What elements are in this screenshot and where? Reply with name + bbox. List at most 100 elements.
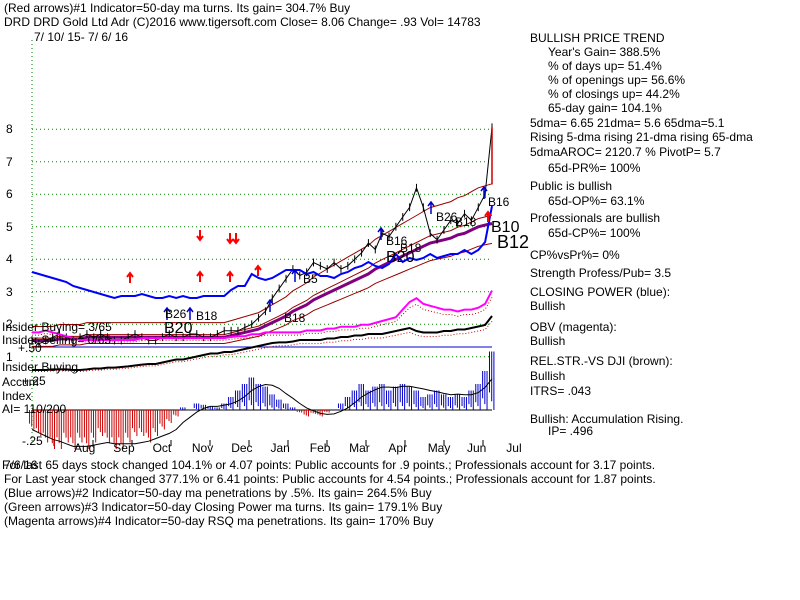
- accum-bar: [351, 390, 353, 405]
- accum-bar: [237, 390, 239, 408]
- blue-arrow: [291, 268, 299, 282]
- accum-bar: [424, 397, 426, 410]
- accum-bar: [399, 384, 401, 403]
- accum-bar: [131, 410, 133, 429]
- accum-bar: [440, 394, 442, 406]
- month-label: Nov: [191, 441, 214, 455]
- accum-bar: [122, 410, 124, 449]
- accum-bar: [468, 390, 470, 405]
- stats-line: IP= .496: [548, 424, 594, 438]
- accum-bar: [271, 394, 273, 408]
- accum-bar: [381, 384, 383, 407]
- accum-bar: [479, 384, 481, 410]
- stats-line: Bullish: [530, 299, 566, 313]
- accum-bar: [63, 410, 65, 433]
- accum-bar: [326, 410, 328, 413]
- accum-bar: [168, 410, 170, 422]
- month-label: Jan: [270, 441, 290, 455]
- stats-line: % of closings up= 44.2%: [548, 87, 680, 101]
- rel-str-ma-line: [32, 320, 493, 372]
- accum-bar: [42, 410, 44, 433]
- footer-65day: For last 65 days stock changed 104.1% or…: [2, 458, 656, 472]
- stats-line: 5dma= 6.65 21dma= 5.6 65dma=5.1: [530, 116, 725, 130]
- accum-bar: [152, 410, 154, 429]
- accum-bar: [88, 410, 90, 449]
- accum-bar: [285, 403, 287, 410]
- accum-bar: [225, 403, 227, 410]
- accum-bar: [83, 410, 85, 438]
- stats-line: BULLISH PRICE TREND: [530, 31, 665, 45]
- accum-bar: [342, 403, 344, 410]
- red-arrow: [226, 233, 234, 245]
- accum-bar: [283, 403, 285, 409]
- accum-bar: [337, 403, 339, 409]
- accum-bar: [180, 407, 182, 410]
- obv-line: [32, 290, 493, 341]
- signal-label: B16: [386, 234, 408, 248]
- y-tick-label: 6: [6, 187, 13, 202]
- accum-bar: [328, 410, 330, 413]
- accum-bar: [255, 384, 257, 403]
- accum-bar: [182, 407, 184, 410]
- accum-bar: [289, 407, 291, 410]
- blue-arrow: [186, 306, 194, 320]
- accum-bar: [127, 410, 129, 438]
- accum-bar: [372, 386, 374, 403]
- accum-bar: [436, 390, 438, 408]
- accum-bar: [173, 410, 175, 415]
- accum-bar: [248, 377, 250, 401]
- accum-bar: [401, 384, 403, 407]
- y-tick-label: 4: [6, 252, 13, 267]
- accum-bar: [390, 390, 392, 410]
- accum-bar: [79, 410, 81, 438]
- accum-bar: [489, 351, 490, 393]
- accum-bar: [331, 410, 333, 411]
- accum-bar: [266, 386, 268, 410]
- signal-label: B20: [386, 249, 415, 266]
- stats-line: 65d-PR%= 100%: [548, 161, 641, 175]
- accum-bar: [472, 390, 474, 410]
- signal-label: B16: [488, 195, 510, 209]
- accum-bar: [189, 410, 191, 411]
- accum-bar: [413, 390, 415, 405]
- accum-bar: [246, 384, 248, 410]
- accum-bar: [214, 407, 216, 410]
- accum-bar: [465, 397, 467, 410]
- accum-bar: [202, 404, 204, 410]
- y-tick-label: 1: [6, 349, 13, 364]
- price-line: [31, 127, 493, 345]
- signal-label: B18: [196, 309, 218, 323]
- month-label: May: [427, 441, 451, 455]
- accum-bar: [459, 394, 461, 410]
- stats-line: % of openings up= 56.6%: [548, 73, 686, 87]
- accum-bar: [420, 397, 422, 407]
- accum-bar: [138, 410, 140, 429]
- accum-bar: [454, 394, 456, 406]
- accum-bar: [118, 410, 120, 438]
- accum-tick-minus25: -.25: [22, 434, 43, 448]
- accum-bar: [365, 390, 367, 405]
- index-label: Index: [2, 389, 32, 403]
- insider-buying-label-2: Insider Buying: [2, 360, 79, 374]
- accum-bar: [191, 410, 193, 411]
- accum-bar: [74, 410, 76, 449]
- blue-arrow: [163, 306, 171, 320]
- accum-bar: [276, 399, 278, 407]
- accum-bar: [269, 394, 271, 406]
- blue-arrow: [377, 226, 385, 240]
- accum-bar: [486, 371, 488, 410]
- accum-bar: [170, 410, 172, 423]
- accum-bar: [136, 410, 138, 436]
- accum-bar: [67, 410, 69, 443]
- accum-bar: [452, 397, 454, 410]
- accum-bar: [470, 390, 472, 408]
- month-label: Apr: [388, 441, 408, 455]
- red-arrow: [254, 264, 262, 276]
- ai-label: AI= 110/200: [2, 402, 67, 416]
- stats-line: % of days up= 51.4%: [548, 59, 662, 73]
- accum-bar: [493, 351, 495, 410]
- accum-bar: [35, 410, 37, 429]
- accum-bar: [477, 384, 479, 407]
- accum-bar: [95, 410, 97, 443]
